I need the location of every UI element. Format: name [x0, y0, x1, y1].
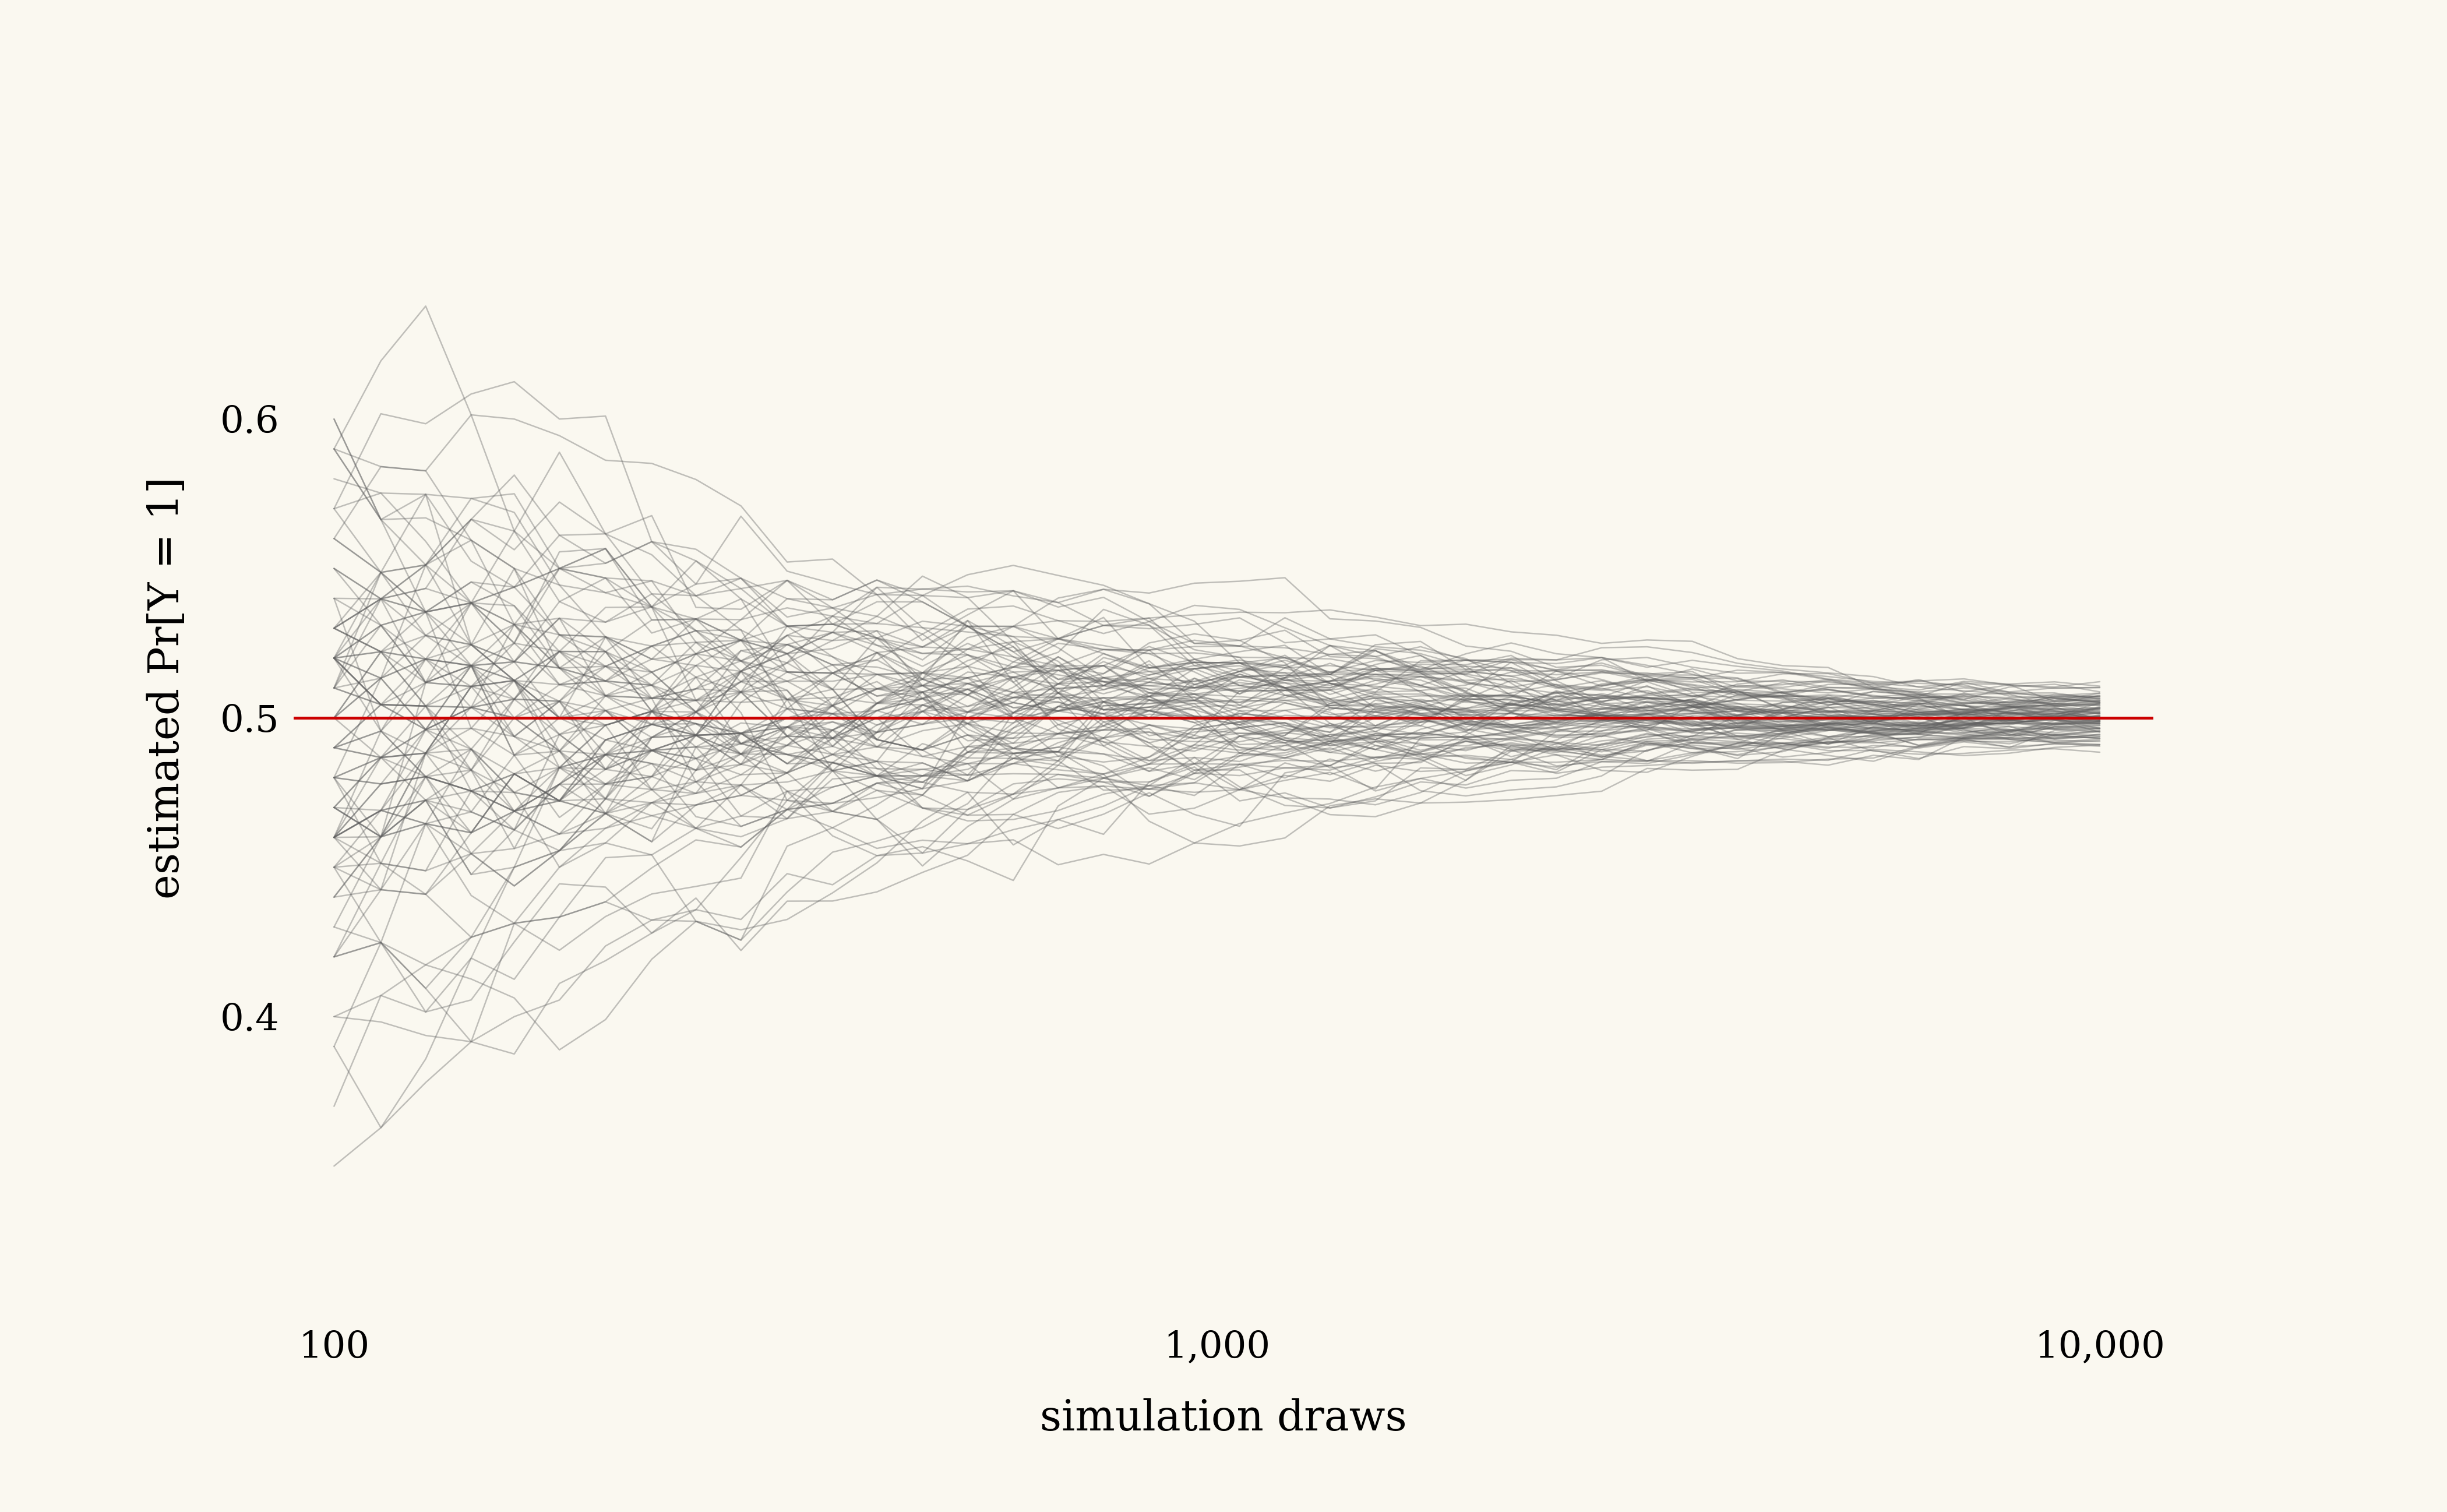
X-axis label: simulation draws: simulation draws — [1040, 1399, 1407, 1439]
Y-axis label: estimated Pr[Y = 1]: estimated Pr[Y = 1] — [147, 476, 188, 900]
